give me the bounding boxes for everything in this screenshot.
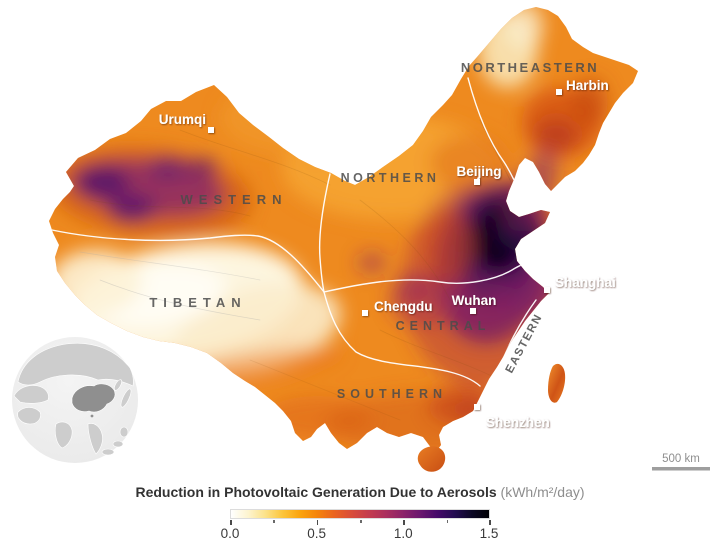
legend-title: Reduction in Photovoltaic Generation Due… bbox=[0, 484, 720, 500]
city-label-chengdu: Chengdu bbox=[374, 299, 433, 314]
taiwan-island bbox=[548, 363, 566, 403]
city-label-urumqi: Urumqi bbox=[159, 112, 206, 127]
region-label-southern: SOUTHERN bbox=[337, 387, 447, 401]
globe-china-highlight bbox=[71, 383, 116, 418]
region-label-central: CENTRAL bbox=[396, 319, 491, 333]
city-layer: Harbin Urumqi Beijing Shanghai Chengdu W… bbox=[159, 78, 616, 430]
legend-tick-1.0 bbox=[403, 520, 405, 525]
region-label-northern: NORTHERN bbox=[341, 171, 440, 185]
region-label-tibetan: TIBETAN bbox=[149, 295, 246, 310]
legend-tick-label: 1.5 bbox=[479, 526, 499, 541]
legend-title-text: Reduction in Photovoltaic Generation Due… bbox=[135, 484, 497, 500]
scale-bar: 500 km bbox=[652, 453, 710, 471]
city-marker-shanghai bbox=[544, 287, 550, 293]
city-label-harbin: Harbin bbox=[566, 78, 609, 93]
legend-tick-1.5 bbox=[489, 520, 491, 525]
legend-title-units: (kWh/m²/day) bbox=[500, 484, 585, 500]
city-marker-urumqi bbox=[208, 127, 214, 133]
legend-colorbar bbox=[230, 509, 490, 519]
legend-tick-0.5 bbox=[316, 520, 319, 525]
city-marker-wuhan bbox=[470, 308, 476, 314]
city-marker-harbin bbox=[556, 89, 562, 95]
legend-tick-0.0 bbox=[230, 520, 232, 525]
globe-landmass bbox=[13, 342, 134, 456]
city-marker-shenzhen bbox=[474, 404, 480, 410]
city-label-shenzhen: Shenzhen bbox=[486, 415, 550, 430]
city-markers bbox=[208, 89, 562, 410]
scale-bar-label: 500 km bbox=[662, 453, 700, 465]
legend-tick-label: 0.0 bbox=[220, 526, 240, 541]
region-label-western: WESTERN bbox=[181, 192, 288, 207]
legend-tick-0.75 bbox=[360, 520, 362, 523]
region-borders bbox=[51, 77, 537, 409]
legend: Reduction in Photovoltaic Generation Due… bbox=[0, 480, 720, 545]
region-label-northeastern: NORTHEASTERN bbox=[461, 60, 599, 75]
city-label-beijing: Beijing bbox=[456, 164, 501, 179]
legend-tick-label: 1.0 bbox=[393, 526, 413, 541]
hainan-island bbox=[417, 446, 446, 472]
city-marker-beijing bbox=[474, 179, 480, 185]
city-marker-chengdu bbox=[362, 310, 368, 316]
globe-inset bbox=[12, 337, 138, 463]
city-label-wuhan: Wuhan bbox=[452, 293, 497, 308]
city-label-shanghai: Shanghai bbox=[555, 275, 616, 290]
legend-tick-label: 0.5 bbox=[307, 526, 327, 541]
city-labels: Harbin Urumqi Beijing Shanghai Chengdu W… bbox=[159, 78, 616, 430]
legend-tick-0.25 bbox=[273, 520, 275, 523]
legend-tick-1.25 bbox=[446, 520, 449, 523]
